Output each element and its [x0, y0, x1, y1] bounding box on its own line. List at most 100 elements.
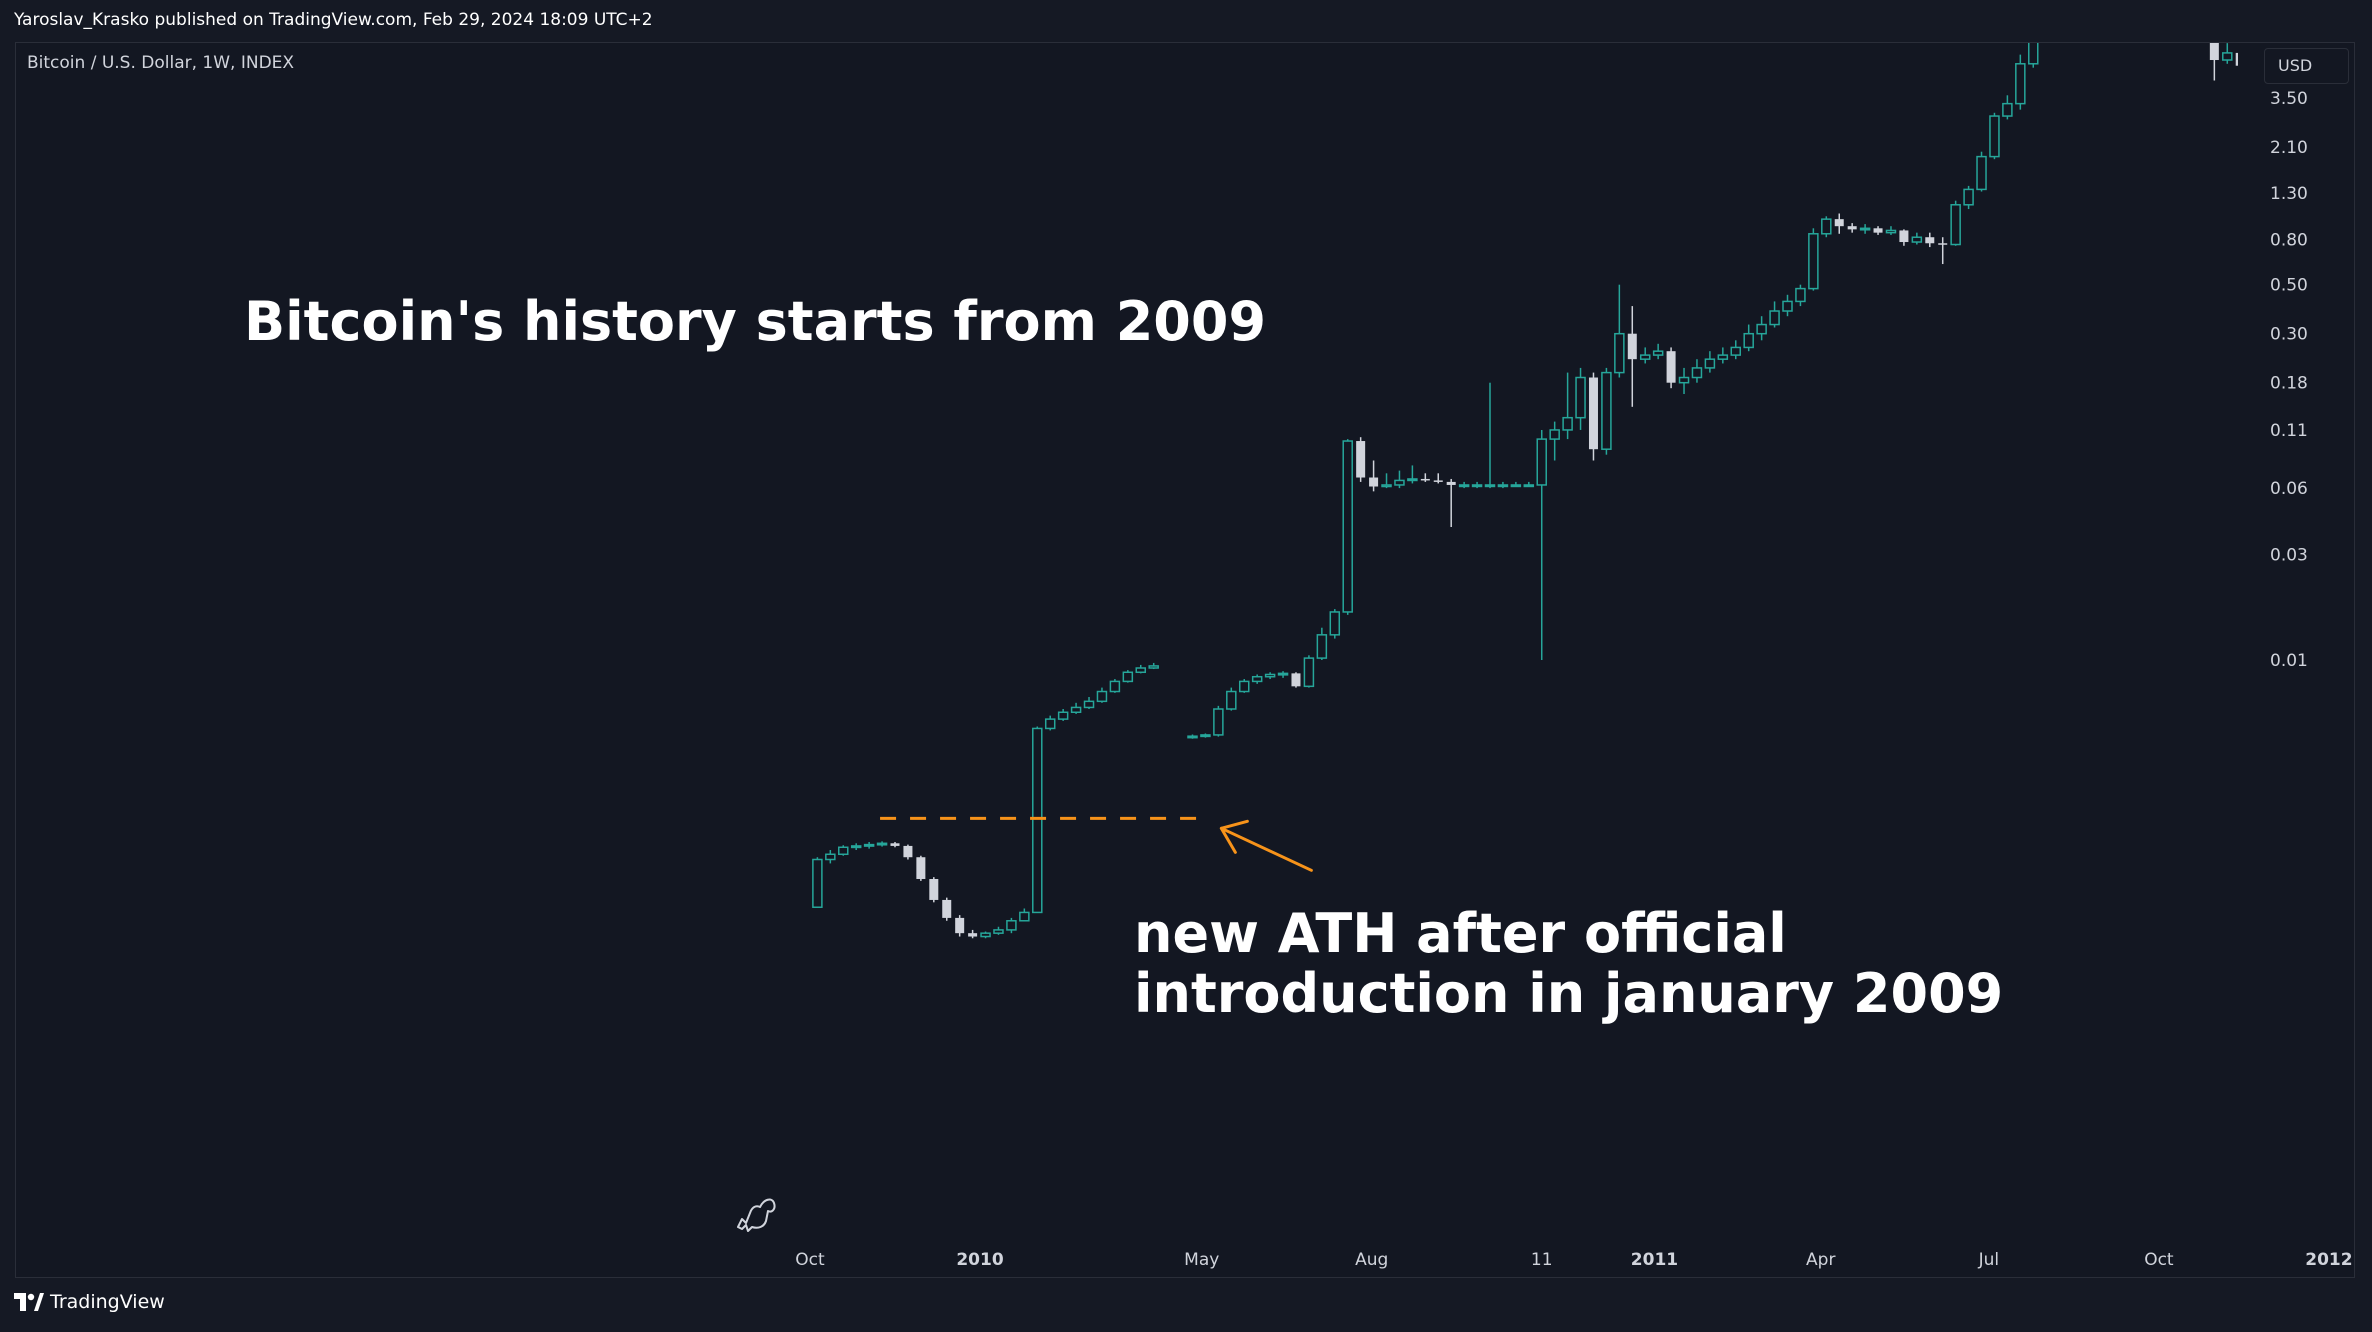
candle [1057, 709, 1069, 721]
candle [1122, 670, 1134, 683]
candle-body [1369, 477, 1379, 487]
candle [1407, 465, 1418, 484]
candle [942, 897, 952, 921]
bottom-bar [0, 1278, 2372, 1332]
candle-body [850, 845, 862, 849]
candle [1873, 226, 1883, 235]
candle-body [1989, 115, 2000, 158]
candle [2313, 107, 2322, 127]
candle-body [1032, 727, 1043, 914]
candle-body [1070, 706, 1082, 714]
candle [890, 842, 900, 848]
candle-body [1614, 332, 1625, 374]
candle [968, 929, 978, 939]
candle [1899, 229, 1909, 246]
candle [1381, 473, 1392, 489]
candle [1200, 733, 1211, 738]
candle-body [1588, 377, 1598, 450]
candle-body [1458, 484, 1470, 488]
candle-body [2339, 113, 2348, 147]
candle-body [1471, 484, 1483, 488]
candle-body [903, 845, 913, 858]
candle-body [1303, 657, 1315, 688]
candle [1769, 301, 1780, 328]
candle-body [1394, 479, 1405, 486]
candle [1019, 908, 1030, 922]
x-tick-label: Oct [2144, 1250, 2174, 1270]
candle-body [1782, 300, 1793, 312]
candle-body [1523, 484, 1535, 488]
tradingview-logo[interactable]: TradingView [14, 1291, 165, 1313]
x-tick-label: 2012 [2305, 1250, 2352, 1270]
candle [838, 845, 849, 856]
candle-body [1666, 351, 1676, 383]
candle-body [2313, 113, 2322, 120]
candle [1187, 734, 1198, 739]
candle [2235, 52, 2238, 66]
y-tick-label: 3.50 [2270, 89, 2308, 109]
candle [2352, 134, 2356, 154]
candle [2326, 110, 2335, 127]
candle [1446, 478, 1456, 528]
currency-button[interactable]: USD [2264, 48, 2349, 84]
annotation-ath-line2: introduction in january 2009 [1134, 962, 2004, 1025]
candle-body [1743, 332, 1754, 349]
x-tick-label: Oct [795, 1250, 825, 1270]
candle [993, 926, 1004, 935]
candle-body [1264, 673, 1276, 678]
candle [1821, 216, 1832, 238]
candle-body [1329, 611, 1341, 636]
candlestick-chart[interactable]: 3.50 2.10 1.30 0.80 0.50 0.30 0.18 0.11 0.06 0.03… [16, 43, 2356, 1279]
dino-icon [737, 1198, 776, 1232]
candle [1083, 696, 1095, 710]
candle-body [1019, 911, 1030, 922]
candle [1834, 213, 1844, 234]
candle [812, 857, 823, 908]
candle [916, 855, 926, 881]
candle [876, 841, 888, 847]
tradingview-brand: TradingView [50, 1291, 165, 1313]
y-tick-label: 0.80 [2270, 231, 2308, 251]
top-bar: Yaroslav_Krasko published on TradingView… [0, 0, 2372, 42]
candle [2339, 113, 2348, 152]
candle-body [1342, 440, 1353, 613]
y-tick-label: 0.18 [2270, 374, 2308, 394]
candle [955, 915, 965, 937]
candle [1938, 237, 1948, 265]
candle [2015, 54, 2026, 110]
candle [850, 843, 862, 851]
candle [1859, 224, 1871, 234]
candle [1044, 715, 1056, 731]
candle-body [1446, 481, 1456, 485]
candle-body [993, 929, 1004, 934]
candle [1369, 460, 1379, 492]
candle [1639, 347, 1651, 364]
candle [1006, 917, 1017, 934]
candle [2222, 43, 2233, 64]
candle [1575, 367, 1586, 430]
candle [1963, 185, 1974, 210]
candle-body [863, 843, 875, 847]
candle [1394, 470, 1405, 489]
candle [1911, 232, 1923, 245]
candle [1238, 679, 1250, 693]
candle-body [2249, 66, 2258, 70]
candle-body [1562, 416, 1573, 431]
candle [1756, 316, 1767, 341]
y-tick-label: 0.11 [2270, 421, 2308, 441]
candle [1536, 429, 1547, 660]
candle [1070, 702, 1082, 714]
chart-frame[interactable]: 3.50 2.10 1.30 0.80 0.50 0.30 0.18 0.11 0.06 0.03… [15, 42, 2355, 1278]
candle-body [1795, 287, 1806, 303]
candle-body [1187, 735, 1198, 739]
candle-body [1044, 718, 1056, 730]
candle [1549, 421, 1560, 461]
candle [2249, 60, 2258, 76]
candle [1213, 705, 1224, 737]
candles-layer [812, 43, 2356, 939]
candle-body [2028, 43, 2039, 65]
candle [1627, 306, 1637, 407]
candle [1691, 359, 1703, 383]
candle-body [1497, 484, 1509, 488]
candle-body [1433, 480, 1443, 482]
